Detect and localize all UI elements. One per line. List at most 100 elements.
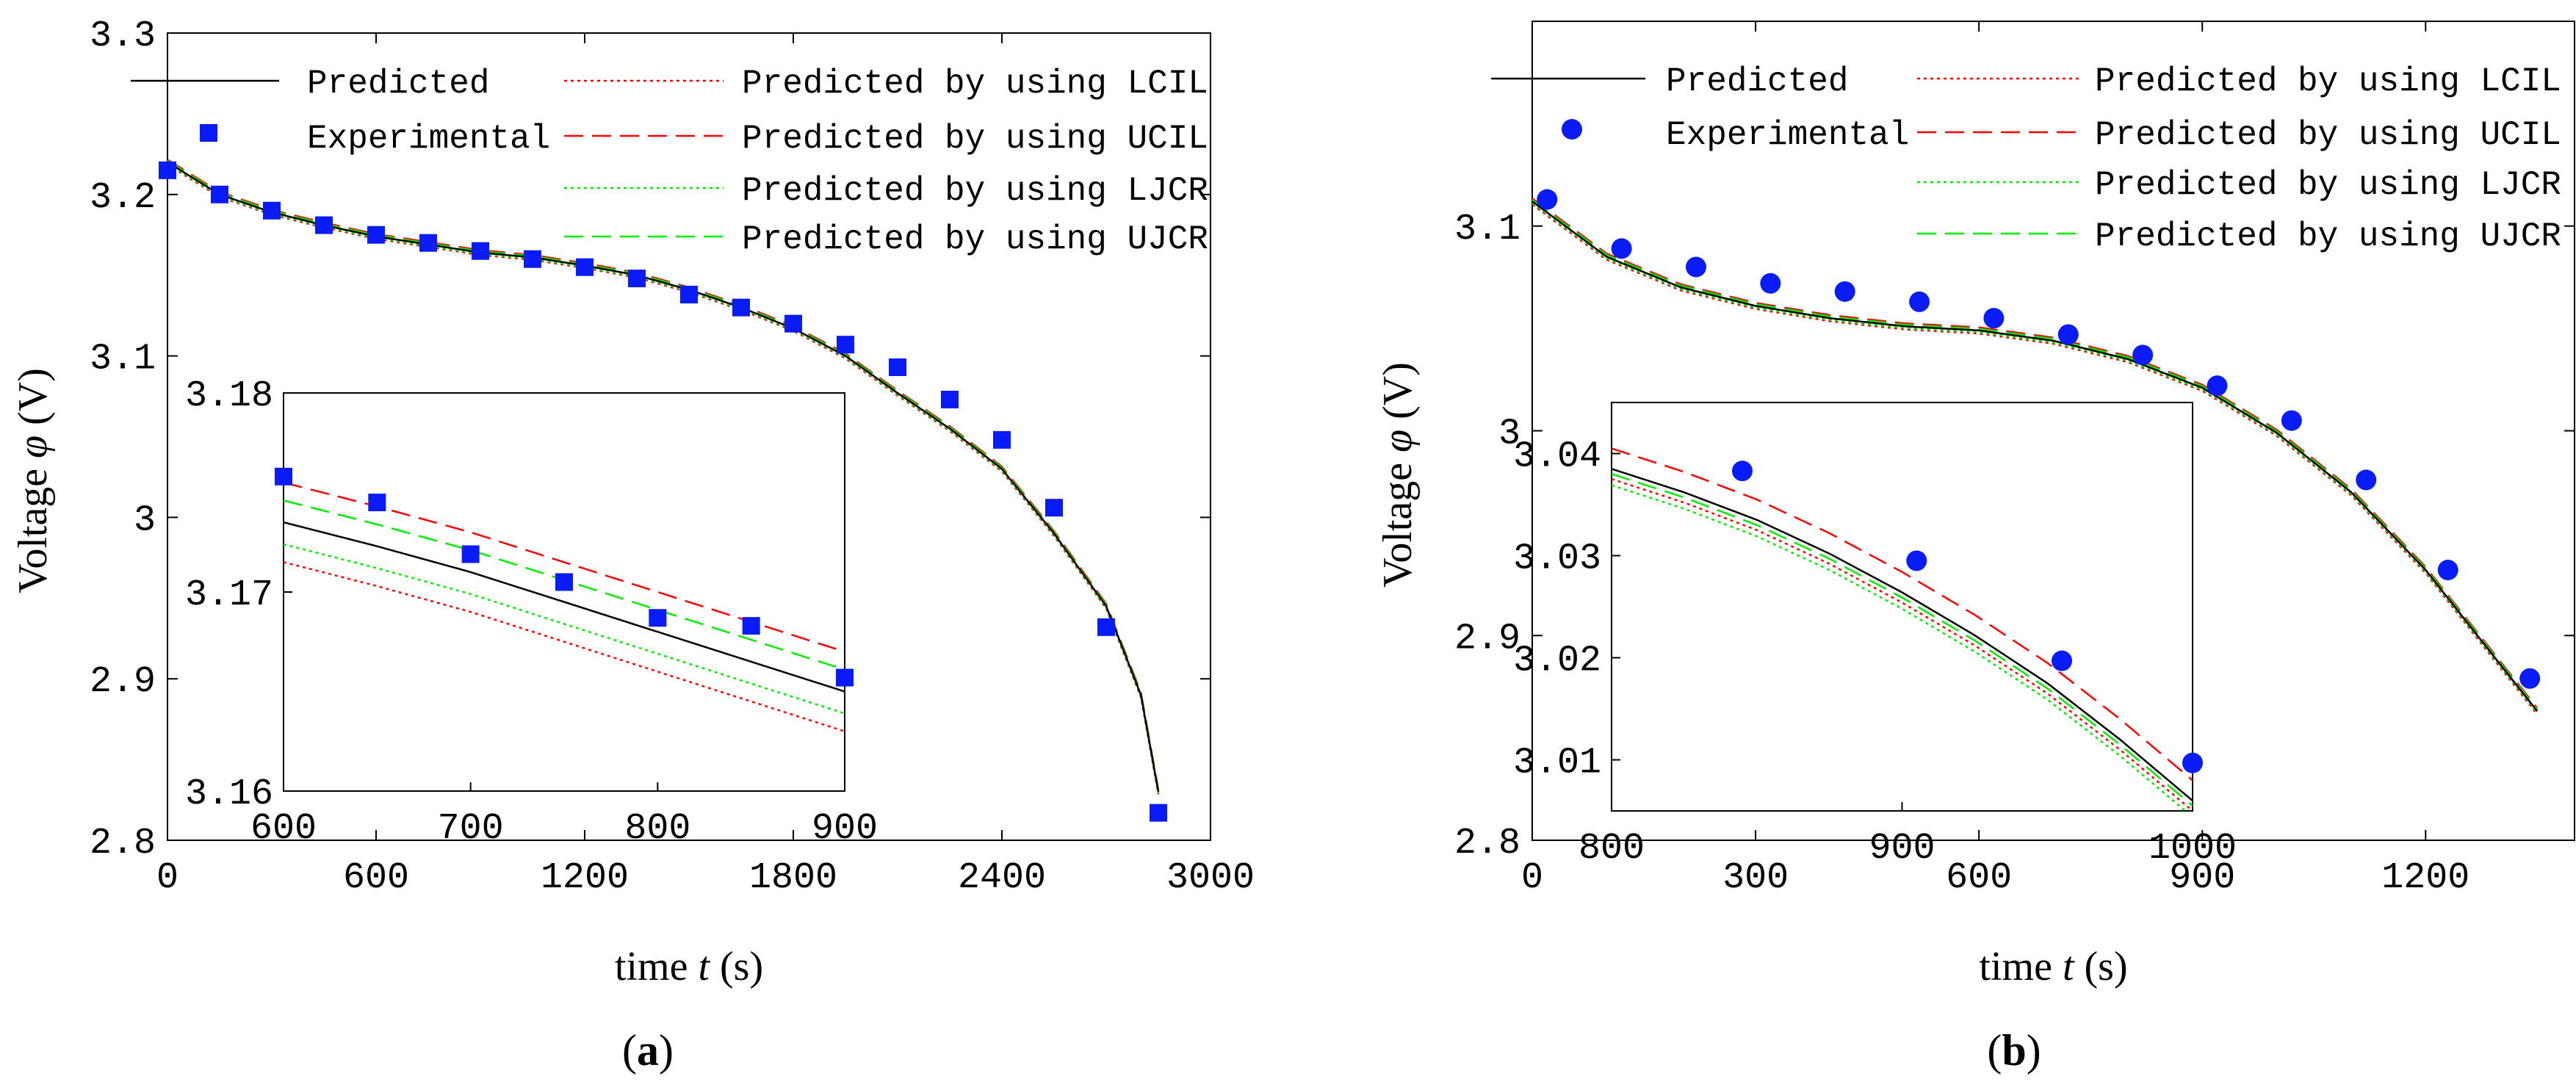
inset-y-tick-label: 3.18 — [185, 375, 273, 417]
x-tick-label: 1200 — [2381, 857, 2469, 899]
inset-series-line-ucil — [1612, 447, 2193, 782]
inset-experimental-point — [461, 545, 480, 563]
inset-series-line-ujcr — [1612, 473, 2193, 807]
experimental-point — [576, 258, 594, 276]
x-tick-label: 1800 — [749, 857, 837, 899]
y-tick-label: 3 — [134, 499, 156, 541]
inset-x-tick-label: 800 — [624, 808, 690, 850]
y-tick-label: 3.3 — [90, 15, 156, 57]
legend-label-experimental: Experimental — [1666, 116, 1909, 154]
experimental-point — [732, 298, 750, 317]
experimental-point — [159, 161, 176, 179]
experimental-point — [2356, 469, 2377, 491]
experimental-point — [1097, 618, 1115, 636]
legend-label-lcil: Predicted by using LCIL — [742, 65, 1208, 103]
experimental-point — [1611, 238, 1632, 259]
experimental-point — [993, 430, 1011, 449]
inset-experimental-point — [2182, 752, 2203, 773]
inset-y-tick-label: 3.16 — [185, 773, 273, 815]
y-tick-label: 3 — [1498, 414, 1520, 455]
inset-experimental-point — [1731, 461, 1753, 482]
y-tick-label: 3.2 — [90, 177, 156, 219]
x-tick-label: 3000 — [1166, 857, 1255, 899]
inset-series-line-ljcr — [1612, 484, 2187, 811]
x-tick-label: 0 — [156, 857, 178, 899]
y-tick-label: 3.1 — [90, 339, 156, 380]
inset-x-tick-label: 800 — [1579, 828, 1645, 870]
x-tick-label: 1200 — [541, 857, 629, 899]
x-tick-label: 600 — [1946, 857, 2012, 899]
series-line-lcil — [1531, 203, 2539, 715]
x-tick-label: 900 — [2169, 857, 2235, 899]
inset-experimental-point — [742, 617, 760, 635]
experimental-point — [1834, 281, 1855, 302]
y-tick-label: 2.9 — [1454, 618, 1520, 660]
experimental-point — [2281, 410, 2302, 431]
x-tick-label: 600 — [343, 857, 409, 899]
inset-x-tick-label: 900 — [812, 808, 878, 850]
inset-experimental-point — [649, 609, 667, 627]
inset-frame — [1611, 402, 2193, 812]
experimental-point — [2519, 668, 2541, 689]
inset-y-tick-label: 3.01 — [1513, 743, 1601, 784]
series-line-ucil — [1531, 198, 2539, 709]
experimental-point — [211, 185, 228, 203]
y-axis-label: Voltage φ (V) — [1375, 362, 1421, 588]
experimental-point — [1045, 499, 1063, 517]
legend-label-ucil: Predicted by using UCIL — [742, 120, 1208, 158]
legend-label-experimental: Experimental — [307, 120, 550, 158]
inset-x-tick-label: 700 — [438, 808, 504, 850]
experimental-point — [837, 336, 854, 354]
experimental-point — [472, 242, 489, 260]
inset-y-tick-label: 3.04 — [1513, 436, 1601, 478]
legend-label-lcil: Predicted by using LCIL — [2095, 62, 2561, 101]
experimental-point — [784, 314, 802, 333]
series-line-predicted — [1531, 201, 2539, 712]
experimental-point — [315, 216, 333, 234]
experimental-point — [1983, 308, 2005, 329]
legend-label-ucil: Predicted by using UCIL — [2095, 116, 2561, 154]
inset-y-tick-label: 3.03 — [1513, 538, 1601, 580]
series-line-ljcr — [1531, 202, 2539, 714]
inset-experimental-point — [1906, 550, 1927, 571]
experimental-point — [628, 270, 646, 288]
experimental-point — [263, 201, 281, 220]
y-axis-label: Voltage φ (V) — [10, 368, 56, 593]
experimental-point — [1150, 804, 1167, 822]
legend-label-predicted: Predicted — [1666, 62, 1848, 101]
experimental-point — [524, 250, 541, 268]
legend-marker-experimental — [200, 124, 217, 142]
y-tick-label: 2.8 — [90, 823, 156, 865]
y-tick-label: 2.9 — [90, 661, 156, 703]
x-tick-label: 2400 — [958, 857, 1046, 899]
inset-frame — [283, 392, 845, 792]
experimental-point — [2057, 324, 2079, 345]
experimental-point — [1909, 291, 1930, 312]
x-axis-label: time t (s) — [615, 944, 763, 989]
inset-experimental-point — [836, 668, 854, 687]
legend-label-ljcr: Predicted by using LJCR — [742, 172, 1208, 210]
inset-x-tick-label: 600 — [250, 808, 317, 850]
legend-label-ujcr: Predicted by using UJCR — [2095, 217, 2561, 256]
inset-series-line-lcil — [1612, 478, 2193, 811]
series-line-ujcr — [1531, 199, 2539, 710]
legend-label-ljcr: Predicted by using LJCR — [2095, 166, 2561, 204]
experimental-point — [680, 286, 698, 304]
inset-y-tick-label: 3.02 — [1513, 640, 1601, 682]
inset-plot-area — [1612, 447, 2193, 811]
experimental-point — [1537, 189, 1558, 210]
legend-marker-experimental — [1562, 119, 1582, 140]
plot-frame — [167, 32, 1211, 841]
x-tick-label: 0 — [1521, 857, 1543, 899]
legend-label-ujcr: Predicted by using UJCR — [742, 220, 1208, 259]
experimental-point — [2207, 375, 2228, 397]
inset-series-line-lcil — [284, 561, 845, 732]
legend-label-predicted: Predicted — [307, 65, 489, 103]
inset-series-line-ljcr — [284, 543, 845, 715]
inset-experimental-point — [275, 467, 292, 486]
x-tick-label: 300 — [1722, 857, 1789, 899]
experimental-point — [2132, 344, 2154, 366]
inset-x-tick-label: 1000 — [2149, 828, 2237, 870]
panel-b: 0 300 600 900 1200 2.8 2.9 3 3.1 time t (s) Voltag… — [1375, 21, 2575, 1075]
